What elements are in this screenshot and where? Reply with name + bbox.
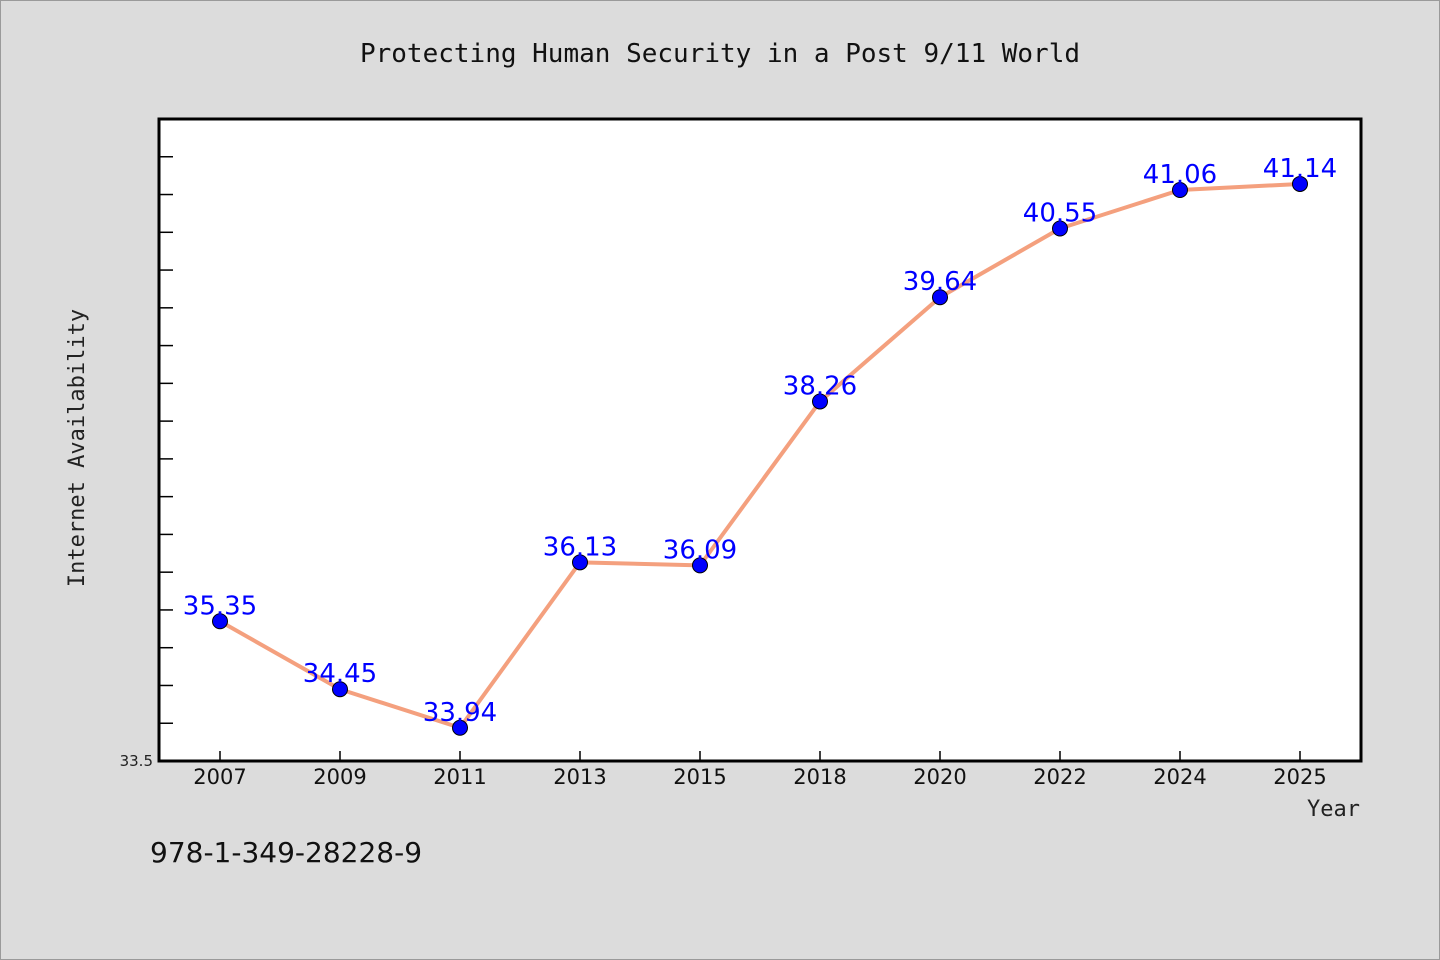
data-label: 39.64 (903, 267, 977, 297)
x-tick-label: 2018 (793, 765, 846, 789)
x-tick-label: 2025 (1273, 765, 1326, 789)
x-tick-label: 2022 (1033, 765, 1086, 789)
data-point (332, 681, 348, 698)
plot-area (157, 117, 1363, 763)
data-point (932, 289, 948, 306)
data-point (1292, 175, 1308, 192)
series-markers (212, 175, 1308, 736)
x-tick-label: 2020 (913, 765, 966, 789)
x-tick-label: 2013 (553, 765, 606, 789)
x-tick-label: 2009 (313, 765, 366, 789)
data-point (572, 554, 588, 571)
data-label: 41.14 (1263, 154, 1337, 184)
x-axis-ticks: 2007 2009 2011 2013 2015 2018 2020 2022 2024 2025 (193, 751, 1327, 789)
y-axis-ticks (159, 156, 173, 724)
data-label: 36.13 (543, 532, 617, 562)
data-point (812, 393, 828, 410)
data-point (1052, 220, 1068, 237)
x-tick-label: 2011 (433, 765, 486, 789)
y-axis-min-label: 33.5 (120, 752, 153, 770)
data-labels: 35.35 34.45 33.94 36.13 36.09 38.26 39.64 40.55… (183, 154, 1337, 728)
data-label: 33.94 (423, 698, 497, 728)
data-label: 38.26 (783, 371, 857, 401)
data-label: 40.55 (1023, 199, 1097, 229)
data-point (452, 719, 468, 736)
x-tick-label: 2007 (193, 765, 246, 789)
data-point (692, 557, 708, 574)
x-tick-label: 2015 (673, 765, 726, 789)
y-axis-label: Internet Availability (65, 309, 90, 587)
data-label: 36.09 (663, 535, 737, 565)
series-line (218, 181, 1302, 730)
data-label: 35.35 (183, 591, 257, 621)
data-point (212, 613, 228, 630)
data-label: 34.45 (303, 659, 377, 689)
data-point (1172, 181, 1188, 198)
x-tick-label: 2024 (1153, 765, 1206, 789)
chart-title: Protecting Human Security in a Post 9/11… (360, 39, 1080, 69)
isbn-text: 978-1-349-28228-9 (150, 836, 422, 869)
data-label: 41.06 (1143, 160, 1217, 190)
x-axis-label: Year (1307, 797, 1360, 822)
